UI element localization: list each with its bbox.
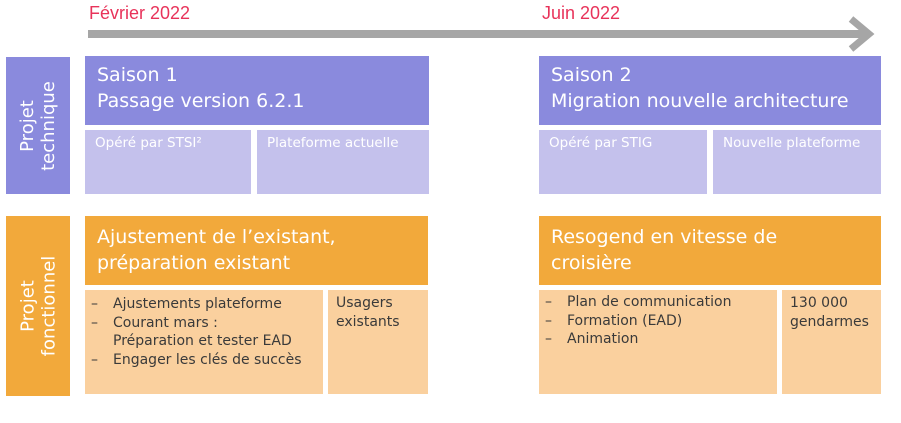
action-item: – Courant mars : Préparation et tester EAD	[85, 314, 323, 351]
action-text: Ajustements plateforme	[113, 296, 282, 312]
bullet-dash: –	[91, 296, 98, 312]
action-text: Formation (EAD)	[567, 312, 683, 329]
row-label-line: Projet	[17, 99, 39, 152]
action-text: Plan de communication	[567, 294, 732, 310]
season-2-operator: Opéré par STIG	[539, 130, 707, 194]
season-2-audience: 130 000 gendarmes	[782, 290, 881, 394]
row-label-projet-fonctionnel: Projet fonctionnel	[6, 216, 70, 396]
timeline-arrow	[88, 16, 875, 52]
end-date-label: Juin 2022	[542, 3, 621, 23]
season-2-goal-line: Resogend en vitesse de	[551, 226, 778, 248]
action-item: – Animation	[539, 330, 777, 349]
season-1-goal-line: Ajustement de l’existant,	[97, 226, 336, 248]
bullet-dash: –	[91, 351, 98, 368]
action-item: – Plan de communication	[539, 293, 777, 312]
start-date-label: Février 2022	[89, 3, 191, 23]
audience-line: existants	[336, 313, 400, 330]
season-2-actions: – Plan de communication – Formation (EAD) …	[539, 290, 777, 394]
action-text: Préparation et tester EAD	[113, 333, 292, 349]
action-item: – Formation (EAD)	[539, 312, 777, 331]
season-1-actions: – Ajustements plateforme – Courant mars :P…	[85, 290, 323, 394]
season-1-platform: Plateforme actuelle	[257, 130, 429, 194]
season-2-goal-line: croisière	[551, 252, 632, 274]
row-label-projet-technique: Projet technique	[6, 57, 70, 194]
row-label-line: technique	[38, 80, 60, 171]
row-label-line: Projet	[17, 280, 38, 332]
action-text: Animation	[567, 331, 639, 347]
season-1-title: Saison 1	[97, 64, 178, 86]
action-text: Courant mars :	[113, 314, 218, 331]
action-text: Engager les clés de succès	[113, 351, 302, 368]
action-item: – Engager les clés de succès	[85, 351, 323, 370]
bullet-dash: –	[91, 314, 98, 331]
season-1-header: Saison 1 Passage version 6.2.1	[85, 56, 429, 125]
season-1-subtitle: Passage version 6.2.1	[97, 90, 305, 112]
season-2-goal: Resogend en vitesse de croisière	[539, 216, 881, 285]
audience-line: 130 000	[790, 295, 848, 311]
season-1-operator: Opéré par STSI²	[85, 130, 251, 194]
bullet-dash: –	[545, 331, 552, 347]
season-1-audience: Usagers existants	[328, 290, 428, 394]
action-item: – Ajustements plateforme	[85, 295, 323, 314]
season-2-header: Saison 2 Migration nouvelle architecture	[539, 56, 881, 125]
season-2-platform: Nouvelle plateforme	[713, 130, 881, 194]
audience-line: Usagers	[336, 295, 393, 311]
season-2-title: Saison 2	[551, 64, 632, 86]
audience-line: gendarmes	[790, 313, 869, 330]
season-1-goal: Ajustement de l’existant, préparation ex…	[85, 216, 428, 285]
bullet-dash: –	[545, 294, 552, 310]
season-2-subtitle: Migration nouvelle architecture	[551, 90, 849, 112]
row-label-line: fonctionnel	[38, 255, 59, 357]
season-1-goal-line: préparation existant	[97, 252, 291, 274]
bullet-dash: –	[545, 312, 552, 329]
